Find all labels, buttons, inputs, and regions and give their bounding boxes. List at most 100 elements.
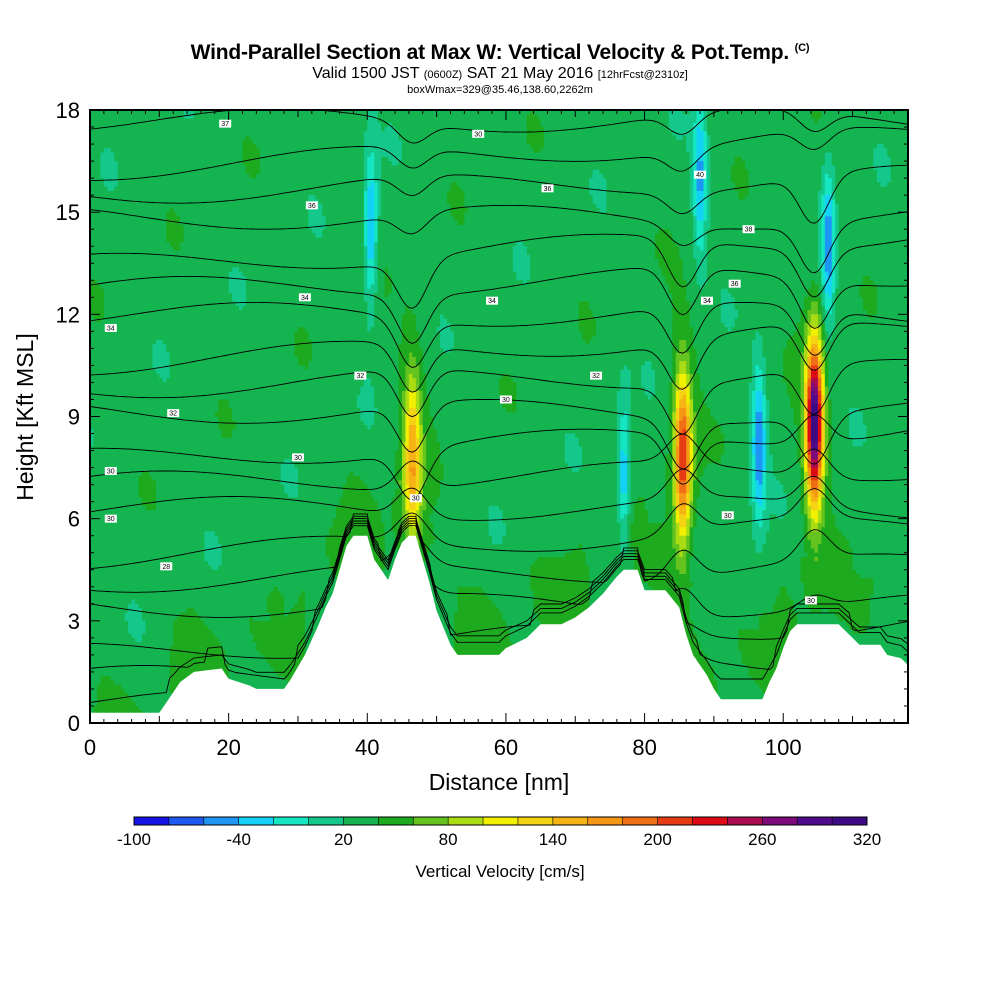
field-cell	[422, 476, 427, 481]
field-cell	[627, 484, 632, 490]
field-cell	[464, 220, 694, 226]
field-cell	[374, 390, 400, 396]
field-cell	[627, 416, 632, 422]
field-cell	[810, 301, 819, 307]
field-cell	[807, 522, 812, 528]
field-cell	[415, 586, 458, 592]
field-cell	[408, 361, 417, 367]
field-cell	[672, 429, 677, 435]
contour-label: 34	[703, 298, 711, 305]
field-cell	[422, 356, 673, 362]
field-cell	[793, 608, 812, 613]
contour-label: 30	[474, 131, 482, 138]
field-cell	[706, 186, 712, 192]
field-cell	[703, 148, 708, 154]
field-cell	[696, 271, 708, 277]
field-cell	[415, 412, 420, 418]
field-cell	[398, 425, 403, 430]
field-cell	[363, 161, 368, 166]
field-cell	[634, 505, 646, 511]
field-cell	[363, 297, 375, 303]
field-cell	[433, 416, 618, 422]
field-cell	[228, 284, 247, 290]
field-cell	[377, 246, 514, 252]
field-cell	[668, 288, 687, 294]
field-cell	[693, 156, 698, 162]
field-cell	[700, 480, 750, 486]
field-cell	[675, 488, 680, 494]
field-cell	[665, 467, 673, 473]
field-cell	[623, 552, 635, 558]
field-cell	[90, 288, 105, 294]
field-cell	[689, 616, 760, 622]
field-cell	[824, 369, 829, 375]
colorbar-swatch	[727, 817, 763, 825]
field-cell	[457, 608, 500, 613]
field-cell	[890, 178, 908, 183]
field-cell	[405, 399, 410, 405]
field-cell	[887, 148, 908, 154]
field-cell	[450, 348, 673, 354]
field-cell	[232, 416, 361, 422]
field-cell	[804, 467, 809, 473]
field-cell	[668, 122, 694, 128]
field-cell	[651, 395, 670, 401]
field-cell	[675, 505, 680, 511]
field-cell	[745, 165, 822, 171]
field-cell	[693, 152, 698, 158]
field-cell	[408, 527, 420, 533]
field-cell	[824, 505, 833, 511]
field-cell	[627, 476, 632, 481]
field-cell	[700, 246, 705, 252]
field-cell	[90, 425, 219, 430]
field-cell	[488, 531, 507, 537]
field-cell	[90, 412, 216, 418]
field-cell	[654, 250, 680, 256]
field-cell	[689, 195, 694, 200]
field-cell	[415, 356, 424, 362]
field-cell	[675, 497, 680, 503]
field-cell	[800, 574, 861, 579]
field-cell	[821, 369, 826, 375]
field-cell	[696, 633, 739, 639]
field-cell	[828, 416, 833, 422]
field-cell	[308, 216, 327, 222]
field-cell	[242, 139, 254, 145]
field-cell	[679, 488, 687, 494]
field-cell	[440, 442, 566, 447]
field-cell	[616, 510, 621, 516]
field-cell	[675, 446, 680, 452]
field-cell	[422, 395, 431, 401]
field-cell	[630, 454, 666, 460]
field-cell	[679, 348, 687, 354]
field-cell	[824, 271, 829, 277]
field-cell	[769, 403, 791, 409]
field-cell	[523, 280, 528, 286]
field-cell	[668, 127, 694, 132]
field-cell	[395, 488, 403, 494]
field-cell	[783, 356, 802, 362]
field-cell	[408, 407, 417, 413]
field-cell	[758, 620, 798, 626]
field-cell	[804, 429, 809, 435]
field-cell	[578, 301, 590, 307]
field-cell	[821, 339, 826, 345]
field-cell	[838, 527, 908, 533]
field-cell	[589, 574, 639, 579]
field-cell	[363, 280, 368, 286]
field-cell	[776, 595, 791, 601]
field-cell	[401, 433, 407, 439]
field-cell	[821, 467, 826, 473]
field-cell	[266, 608, 285, 613]
field-cell	[835, 297, 864, 303]
field-cell	[689, 569, 802, 575]
field-cell	[686, 425, 691, 430]
field-cell	[810, 114, 822, 120]
field-cell	[571, 467, 580, 473]
field-cell	[800, 429, 805, 435]
field-cell	[405, 442, 410, 447]
field-cell	[249, 616, 254, 622]
field-cell	[804, 339, 809, 345]
field-cell	[821, 535, 847, 541]
field-cell	[817, 425, 822, 430]
